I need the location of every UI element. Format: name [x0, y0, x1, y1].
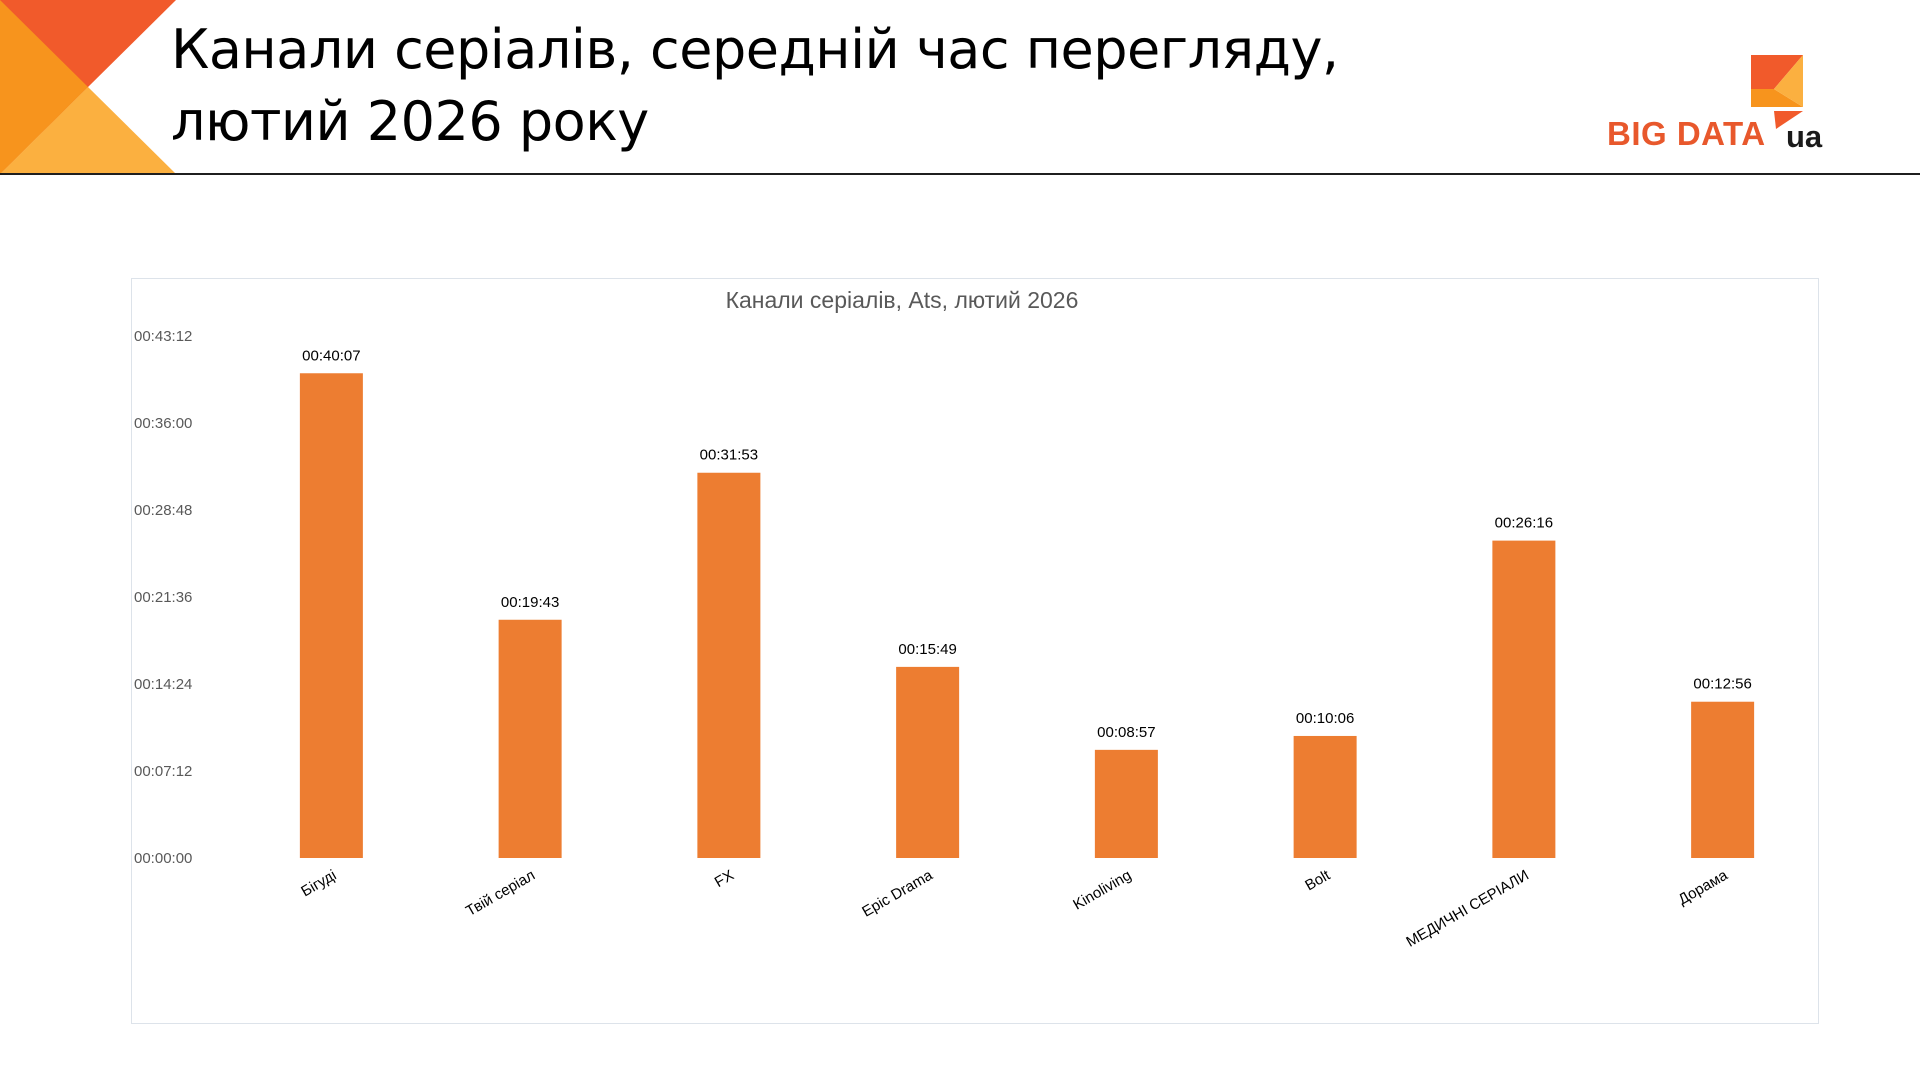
- x-axis-category-label: FX: [712, 867, 737, 891]
- page-title-line-1: Канали серіалів, середній час перегляду,: [171, 18, 1339, 81]
- bar-4: [896, 666, 960, 858]
- bar-3: [697, 472, 761, 858]
- y-axis-tick-label: 00:00:00: [134, 850, 192, 867]
- x-axis-category-label: Твій серіал: [463, 867, 538, 920]
- page-title-line-2: лютий 2026 року: [171, 90, 649, 153]
- chart-area: Канали серіалів, Ats, лютий 2026 00:00:0…: [131, 278, 1819, 1024]
- corner-decoration: [0, 0, 176, 174]
- bar-5: [1094, 749, 1158, 858]
- y-axis-tick-label: 00:28:48: [134, 502, 192, 519]
- x-axis-category-label: Epic Drama: [859, 866, 936, 920]
- bar-6: [1293, 735, 1357, 858]
- logo-text: BIG DATA: [1607, 115, 1766, 152]
- bar-value-label: 00:10:06: [1296, 710, 1354, 727]
- bar-1: [299, 373, 363, 858]
- title-divider: [0, 173, 1920, 175]
- x-axis-category-label: Дорама: [1675, 866, 1731, 908]
- x-axis-category-label: МЕДИЧНІ СЕРІАЛИ: [1403, 867, 1532, 951]
- chart-title: Канали серіалів, Ats, лютий 2026: [725, 287, 1079, 313]
- bar-8: [1691, 701, 1755, 858]
- y-axis-tick-label: 00:36:00: [134, 415, 192, 432]
- bar-value-label: 00:31:53: [700, 447, 758, 464]
- x-axis-category-label: Бігуді: [298, 867, 339, 901]
- y-axis-tick-label: 00:21:36: [134, 589, 192, 606]
- x-axis-category-label: Bolt: [1302, 866, 1334, 894]
- bar-value-label: 00:19:43: [501, 594, 559, 611]
- y-axis-tick-label: 00:07:12: [134, 763, 192, 780]
- logo-mark-icon: [1751, 55, 1803, 129]
- bar-value-label: 00:40:07: [302, 347, 360, 364]
- big-data-ua-logo: BIG DATA ua: [1600, 44, 1840, 160]
- bar-value-label: 00:26:16: [1495, 515, 1553, 532]
- logo-suffix: ua: [1786, 119, 1823, 154]
- bar-value-label: 00:08:57: [1097, 724, 1155, 741]
- bar-7: [1492, 540, 1556, 858]
- bar-value-label: 00:12:56: [1693, 676, 1751, 693]
- y-axis-tick-label: 00:43:12: [134, 328, 192, 345]
- x-axis-category-label: Kinoliving: [1070, 867, 1134, 914]
- page-title: Канали серіалів, середній час перегляду,…: [171, 14, 1339, 158]
- bar-2: [498, 619, 562, 858]
- bar-chart: 00:00:00 00:07:12 00:14:24 00:21:36 00:28:48…: [134, 328, 1755, 951]
- y-axis-tick-label: 00:14:24: [134, 676, 192, 693]
- bar-value-label: 00:15:49: [898, 641, 956, 658]
